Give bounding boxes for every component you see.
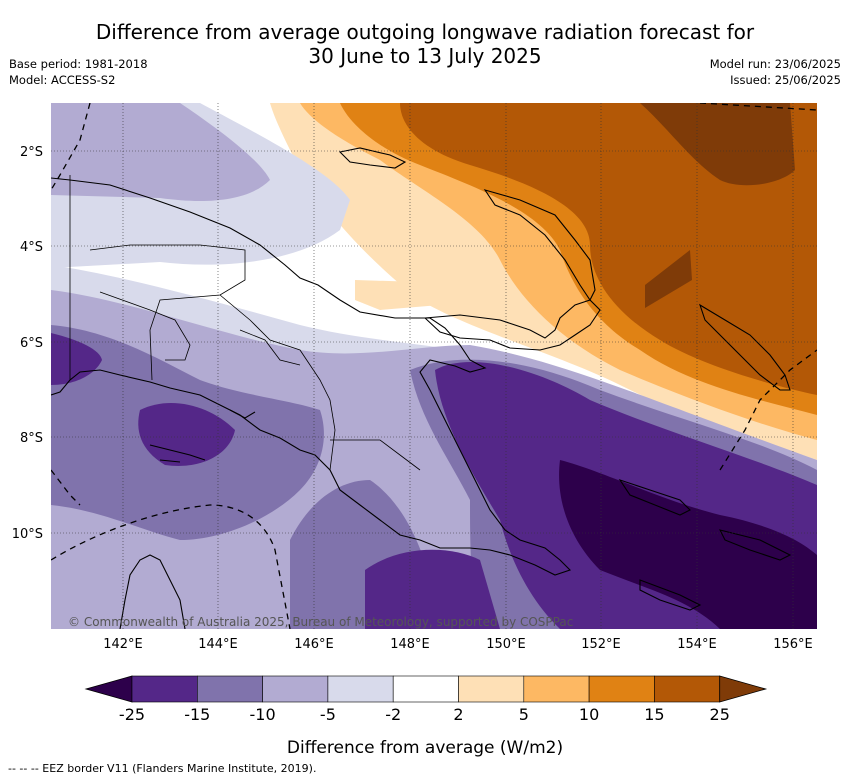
longitude-labels: 142°E 144°E 146°E 148°E 150°E 152°E 154°… (103, 637, 813, 652)
colorbar-segment (392, 675, 459, 703)
colorbar-tick-label: -15 (184, 705, 210, 724)
anomaly-region-pos-25 (640, 103, 795, 186)
anomaly-region-pos-15-25 (400, 103, 817, 395)
colorbar-segment (458, 675, 525, 703)
model-run-text: Model run: 23/06/2025 (709, 57, 841, 71)
colorbar-segment (262, 675, 329, 703)
anomaly-region-neg-5-10 (51, 103, 270, 201)
colorbar-label: Difference from average (W/m2) (286, 738, 564, 758)
lat-label: 2°S (20, 145, 43, 160)
eez-borders (51, 103, 817, 629)
lat-label: 8°S (20, 431, 43, 446)
chart-title: Difference from average outgoing longwav… (0, 20, 850, 68)
province-border-2 (99, 291, 191, 361)
eez-border-south (51, 504, 291, 629)
title-line-1: Difference from average outgoing longwav… (95, 20, 755, 44)
map-plot-area: © Commonwealth of Australia 2025, Bureau… (51, 103, 817, 629)
lon-label: 156°E (773, 637, 813, 652)
coastlines (51, 147, 792, 629)
colorbar-tick-label: 25 (710, 705, 730, 724)
anomaly-region-neg-25 (559, 460, 817, 629)
colorbar-extend-min (84, 675, 133, 703)
anomaly-region-pos-25-b (645, 250, 692, 308)
colorbar-tick-label: 10 (579, 705, 599, 724)
eez-legend-note: -- -- -- EEZ border V11 (Flanders Marine… (8, 762, 317, 775)
lon-label: 150°E (486, 637, 526, 652)
province-border-5 (330, 439, 421, 471)
province-borders (69, 175, 421, 471)
solomon-islands-coast (618, 478, 792, 611)
colorbar-tick-label: -25 (119, 705, 145, 724)
colorbar-segment (197, 675, 263, 703)
colorbar-segment (588, 675, 655, 703)
lon-label: 152°E (581, 637, 621, 652)
meta-right: Model run: 23/06/2025 Issued: 25/06/2025 (710, 56, 841, 88)
colorbar-tick-label: -2 (385, 705, 401, 724)
anomaly-region-neg-15-25-sw (365, 549, 500, 629)
lat-label: 10°S (12, 527, 43, 542)
australia-coast (119, 554, 186, 629)
colorbar-segment (327, 675, 394, 703)
issued-text: Issued: 25/06/2025 (730, 73, 841, 87)
lon-label: 142°E (103, 637, 143, 652)
anomaly-region-neg-15-25-gulf (138, 402, 235, 466)
colorbar-segment (523, 675, 590, 703)
eez-border-ne (699, 103, 817, 111)
colorbar-extend-max (719, 675, 768, 703)
eez-border-west (51, 103, 91, 191)
eez-border-east (719, 349, 817, 471)
province-border-4 (239, 329, 301, 366)
province-border-1 (89, 244, 246, 381)
anomaly-region-pos-2-5-central (355, 270, 500, 310)
colorbar-tick-label: -5 (320, 705, 336, 724)
torres-strait-islands (149, 409, 256, 463)
bougainville-coast (699, 303, 791, 391)
lat-label: 6°S (20, 336, 43, 351)
gridlines (51, 103, 817, 629)
colorbar-tick-label: 5 (519, 705, 529, 724)
model-text: Model: ACCESS-S2 (9, 73, 116, 87)
new-britain-coast (423, 299, 601, 351)
new-ireland-coast (483, 189, 596, 302)
latitude-labels: 2°S 4°S 6°S 8°S 10°S (12, 145, 43, 542)
lon-label: 144°E (198, 637, 238, 652)
lon-label: 154°E (677, 637, 717, 652)
colorbar-tick-label: 2 (453, 705, 463, 724)
copyright-text: © Commonwealth of Australia 2025, Bureau… (68, 615, 573, 629)
anomaly-region-neg-15-25-west (51, 333, 102, 385)
colorbar-segment (654, 675, 721, 703)
manus-coast (338, 147, 407, 169)
lon-label: 148°E (390, 637, 430, 652)
meta-left: Base period: 1981-2018 Model: ACCESS-S2 (9, 56, 148, 88)
province-border-3 (219, 294, 336, 471)
base-period-text: Base period: 1981-2018 (9, 57, 148, 71)
colorbar-segment (131, 675, 198, 703)
lat-label: 4°S (20, 240, 43, 255)
colorbar-tick-label: 15 (644, 705, 664, 724)
lon-label: 146°E (294, 637, 334, 652)
colorbar-tick-label: -10 (250, 705, 276, 724)
colorbar: -25 -15 -10 -5 -2 2 5 10 15 25 (84, 675, 768, 724)
title-line-2: 30 June to 13 July 2025 (308, 44, 542, 68)
